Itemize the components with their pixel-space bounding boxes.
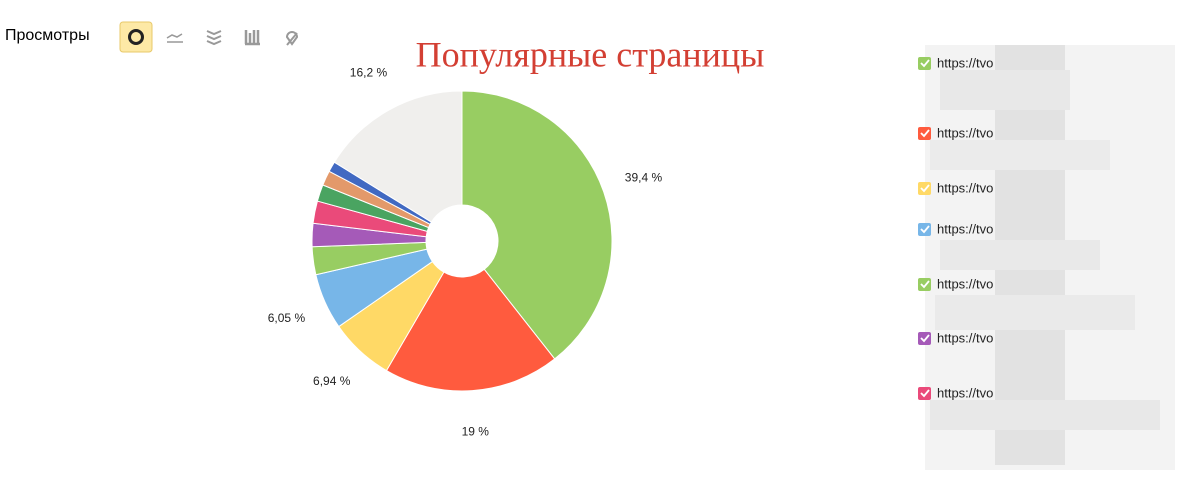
legend-checkbox [918,332,931,345]
pie-slice [461,90,613,360]
chart-title: Популярные страницы [416,34,765,74]
legend-checkbox [918,387,931,400]
legend-check [920,184,930,193]
legend-blur [925,45,1175,470]
pie-icon [128,29,144,45]
slice-label: 39,4 % [625,170,663,184]
legend-label: https://tvo [937,180,993,195]
legend-check [920,59,930,68]
area-icon[interactable] [206,30,222,46]
pie-slice [385,268,556,392]
pie-slice [333,90,463,223]
toolbar-icons[interactable] [119,21,299,53]
bar-icon[interactable] [244,30,260,46]
legend-label: https://tvo [937,125,993,140]
legend-checkbox [918,278,931,291]
metric-label: Просмотры [5,27,90,44]
legend-check [920,129,930,138]
legend-label: https://tvo [937,55,993,70]
slice-label: 19 % [462,425,490,439]
map-icon[interactable] [285,31,299,46]
legend-checkbox [918,127,931,140]
pie-button[interactable] [119,21,153,53]
legend-label: https://tvo [937,221,993,236]
legend-check [920,334,930,343]
legend-label: https://tvo [937,330,993,345]
legend-label: https://tvo [937,276,993,291]
line-icon[interactable] [166,33,183,43]
legend-check [920,225,930,234]
legend-checkbox [918,223,931,236]
legend-check [920,389,930,398]
legend-checkbox [918,57,931,70]
legend-checkbox [918,182,931,195]
legend-label: https://tvo [937,385,993,400]
slice-label: 16,2 % [350,66,388,80]
slice-label: 6,94 % [313,374,351,388]
legend-check [920,280,930,289]
slice-label: 6,05 % [268,311,306,325]
